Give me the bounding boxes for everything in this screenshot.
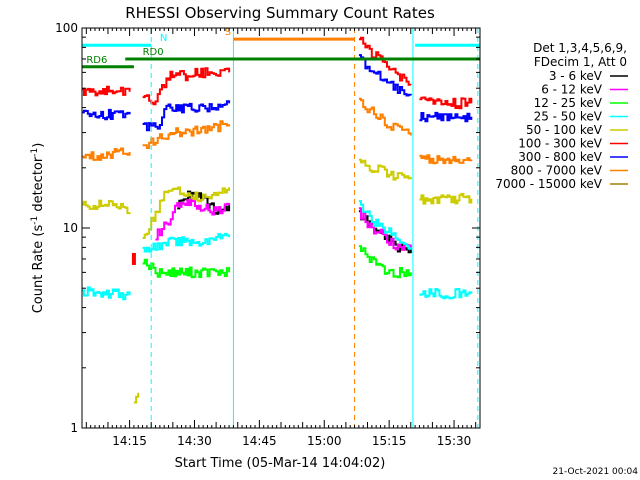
chart-title: RHESSI Observing Summary Count Rates	[125, 4, 435, 22]
legend-label-6: 100 - 300 keV	[518, 137, 602, 151]
series-3-line	[358, 245, 412, 279]
legend-label-3: 12 - 25 keV	[534, 96, 603, 110]
status-label-5: RD6	[86, 55, 107, 66]
series-4-line	[82, 286, 131, 301]
series-5-line	[82, 199, 131, 215]
series-2-line	[155, 198, 231, 241]
series-4	[82, 200, 473, 301]
x-tick-label-5: 15:15	[372, 434, 407, 448]
series-7-line	[82, 108, 131, 121]
series-5-line	[419, 192, 473, 205]
status-label-3: S	[225, 27, 231, 38]
legend-label-1: 3 - 6 keV	[549, 69, 603, 83]
legend-header-2: FDecim 1, Att 0	[534, 55, 627, 69]
series-8-line	[358, 97, 412, 136]
series-6	[82, 36, 473, 265]
x-tick-label-6: 15:30	[437, 434, 472, 448]
x-tick-label-2: 14:30	[177, 434, 212, 448]
y-axis-label-unit: detector	[31, 156, 46, 216]
x-axis: 14:15 14:30 14:45 15:00 15:15 15:30	[85, 28, 477, 448]
legend-label-8: 800 - 7000 keV	[511, 164, 603, 178]
series-6-line	[82, 85, 131, 97]
series-6-line	[142, 67, 231, 106]
legend-label-7: 300 - 800 keV	[518, 150, 602, 164]
series-8-line	[419, 154, 473, 165]
plot-frame	[81, 27, 481, 429]
y-tick-label-3: 100	[55, 21, 78, 35]
series-8-line	[142, 120, 231, 149]
series-7-line	[419, 111, 473, 123]
plot-area: N S RD0 RD6	[82, 27, 480, 428]
series-4-line	[358, 200, 412, 250]
x-tick-label-3: 14:45	[242, 434, 277, 448]
y-axis: 1 10 100	[55, 21, 480, 435]
series-7-line	[358, 54, 412, 97]
series-7	[82, 54, 473, 132]
series-7-line	[142, 100, 231, 132]
y-axis-label: Count Rate (s-1 detector-1)	[30, 143, 46, 314]
y-axis-label-unit-sup: -1	[30, 148, 40, 157]
series-5-line	[358, 158, 412, 181]
legend-label-2: 6 - 12 keV	[541, 83, 603, 97]
series-2-line	[358, 207, 412, 251]
y-axis-label-close: )	[31, 143, 46, 148]
status-label-1: N	[160, 33, 167, 44]
series-8-line	[82, 147, 131, 161]
legend: Det 1,3,4,5,6,9,FDecim 1, Att 03 - 6 keV…	[495, 41, 628, 191]
series-3-line	[142, 258, 231, 279]
legend-label-5: 50 - 100 keV	[526, 123, 603, 137]
y-tick-label-2: 10	[63, 221, 78, 235]
timestamp: 21-Oct-2021 00:04	[553, 467, 639, 477]
series-2	[155, 198, 412, 251]
y-axis-label-main: Count Rate (s	[31, 225, 46, 314]
series-8	[82, 97, 473, 165]
y-tick-label-1: 1	[70, 421, 78, 435]
series-3	[142, 245, 412, 279]
legend-label-4: 25 - 50 keV	[534, 110, 603, 124]
status-label-4: RD0	[143, 47, 164, 58]
legend-label-9: 7000 - 15000 keV	[495, 177, 602, 191]
series-6-line	[419, 96, 473, 110]
series-4-line	[419, 288, 473, 300]
legend-header-1: Det 1,3,4,5,6,9,	[533, 41, 627, 55]
series-6-line	[358, 36, 412, 86]
series-5-line	[142, 186, 231, 239]
series-5	[82, 158, 473, 404]
series-5-line	[133, 392, 140, 404]
x-tick-label-1: 14:15	[112, 434, 147, 448]
x-axis-label: Start Time (05-Mar-14 14:04:02)	[175, 456, 386, 471]
x-tick-label-4: 15:00	[307, 434, 342, 448]
y-axis-label-sup: -1	[30, 216, 40, 225]
series-4-line	[142, 232, 231, 253]
series-6-point	[131, 252, 136, 265]
